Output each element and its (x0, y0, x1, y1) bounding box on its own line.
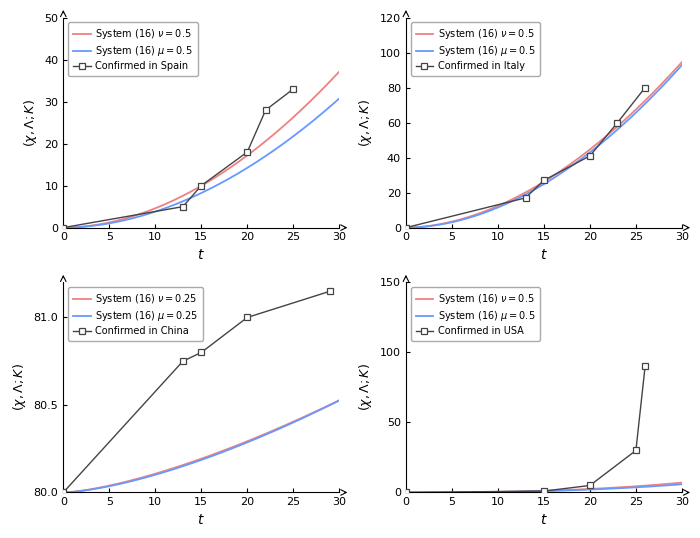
Y-axis label: $(\chi, \Lambda; K)$: $(\chi, \Lambda; K)$ (358, 364, 374, 412)
Y-axis label: $(\chi, \Lambda; K)$: $(\chi, \Lambda; K)$ (11, 364, 28, 412)
Legend: System (16) $\nu = 0.5$, System (16) $\mu = 0.5$, Confirmed in Spain: System (16) $\nu = 0.5$, System (16) $\m… (68, 23, 197, 76)
Legend: System (16) $\nu = 0.5$, System (16) $\mu = 0.5$, Confirmed in USA: System (16) $\nu = 0.5$, System (16) $\m… (411, 287, 540, 341)
Legend: System (16) $\nu = 0.25$, System (16) $\mu = 0.25$, Confirmed in China: System (16) $\nu = 0.25$, System (16) $\… (68, 287, 204, 341)
X-axis label: $t$: $t$ (540, 248, 548, 262)
X-axis label: $t$: $t$ (197, 513, 205, 527)
X-axis label: $t$: $t$ (540, 513, 548, 527)
Y-axis label: $(\chi, \Lambda; K)$: $(\chi, \Lambda; K)$ (22, 98, 38, 146)
Y-axis label: $(\chi, \Lambda; K)$: $(\chi, \Lambda; K)$ (358, 98, 374, 146)
Legend: System (16) $\nu = 0.5$, System (16) $\mu = 0.5$, Confirmed in Italy: System (16) $\nu = 0.5$, System (16) $\m… (411, 23, 540, 76)
X-axis label: $t$: $t$ (197, 248, 205, 262)
